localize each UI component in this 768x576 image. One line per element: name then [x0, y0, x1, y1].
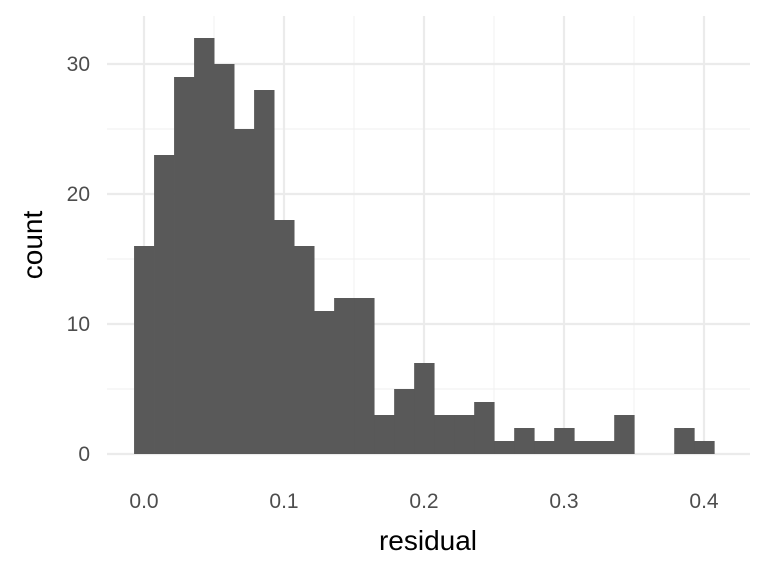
histogram-bar: [614, 415, 635, 454]
histogram-bar: [294, 246, 315, 454]
x-tick-label: 0.1: [269, 490, 298, 513]
histogram-bar: [234, 129, 255, 454]
histogram-bar: [394, 389, 415, 454]
histogram-bar: [494, 441, 515, 454]
histogram-bar: [274, 220, 295, 454]
y-tick-label: 20: [67, 183, 90, 206]
histogram-bar: [174, 77, 195, 454]
x-tick-label: 0.2: [409, 490, 438, 513]
histogram-bar: [474, 402, 495, 454]
histogram-bar: [574, 441, 595, 454]
x-tick-label: 0.3: [549, 490, 578, 513]
histogram-bar: [194, 38, 215, 454]
y-tick-label: 30: [67, 53, 90, 76]
histogram-bar: [134, 246, 155, 454]
histogram-bar: [514, 428, 535, 454]
y-tick-label: 10: [67, 313, 90, 336]
x-tick-label: 0.4: [689, 490, 719, 513]
histogram-bar: [594, 441, 615, 454]
histogram-bar: [434, 415, 455, 454]
histogram-bar: [314, 311, 335, 454]
x-axis-ticks: 0.0 0.1 0.2 0.3 0.4: [129, 490, 719, 513]
histogram-bar: [254, 90, 275, 454]
bars: [134, 38, 715, 454]
histogram-bar: [674, 428, 695, 454]
histogram-bar: [154, 155, 175, 454]
histogram-bar: [354, 298, 375, 454]
histogram-bar: [374, 415, 395, 454]
y-axis-title: count: [17, 211, 48, 280]
histogram-bar: [214, 64, 235, 454]
histogram-bar: [554, 428, 575, 454]
histogram-bar: [414, 363, 435, 454]
histogram-bar: [534, 441, 555, 454]
histogram-bar: [334, 298, 355, 454]
y-axis-ticks: 0 10 20 30: [67, 53, 90, 466]
x-axis-title: residual: [379, 525, 477, 556]
histogram-bar: [694, 441, 715, 454]
x-tick-label: 0.0: [129, 490, 158, 513]
histogram-bar: [454, 415, 475, 454]
y-tick-label: 0: [78, 443, 90, 466]
